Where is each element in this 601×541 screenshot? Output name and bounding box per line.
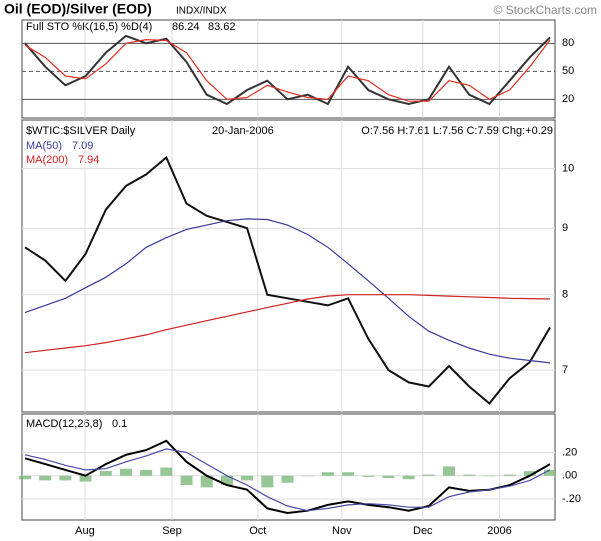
stoch-k-value: 86.24	[172, 21, 200, 33]
histogram-bar	[301, 475, 314, 477]
y-tick-label: 9	[562, 222, 568, 234]
legend-value: 7.94	[78, 154, 99, 166]
histogram-bar	[59, 475, 72, 481]
x-tick-label: Oct	[249, 525, 266, 537]
series-line	[24, 294, 551, 354]
histogram-bar	[79, 475, 92, 482]
series-line	[24, 38, 551, 102]
x-tick-label: Nov	[332, 525, 352, 537]
histogram-bar	[402, 475, 415, 480]
series-line	[24, 34, 551, 106]
panel-frame	[21, 19, 556, 119]
date: 20-Jan-2006	[212, 125, 274, 137]
panel-frame	[21, 413, 556, 521]
legend-entry: MA(200)	[26, 154, 68, 166]
y-tick-label: 50	[562, 65, 574, 77]
macd-value: 0.1	[112, 418, 127, 430]
histogram-bar	[281, 475, 294, 483]
histogram-bar	[140, 469, 153, 476]
stoch-d-value: 83.62	[208, 21, 236, 33]
x-tick-label: Sep	[162, 525, 182, 537]
histogram-bar	[523, 471, 536, 476]
series-line	[24, 439, 551, 515]
chart-title: Oil (EOD)/Silver (EOD)	[4, 1, 152, 17]
y-tick-label: 80	[562, 37, 574, 49]
histogram-bar	[19, 475, 31, 480]
histogram-bar	[463, 474, 476, 476]
x-tick-label: Dec	[413, 525, 433, 537]
y-tick-label: 10	[562, 163, 574, 175]
panel-title: $WTIC:$SILVER Daily	[26, 125, 136, 137]
panel-title: Full STO %K(16,5) %D(4)	[26, 21, 152, 33]
series-line	[24, 448, 551, 512]
histogram-bar	[99, 471, 112, 476]
histogram-bar	[422, 474, 435, 476]
panel-frame	[21, 119, 556, 413]
histogram-bar	[119, 468, 132, 476]
histogram-bar	[261, 475, 274, 488]
histogram-bar	[241, 475, 254, 481]
y-tick-label: .00	[562, 470, 577, 482]
exchange: INDX/INDX	[176, 6, 227, 17]
histogram-bar	[443, 466, 456, 476]
histogram-bar	[544, 469, 556, 476]
histogram-bar	[220, 475, 233, 486]
histogram-bar	[382, 475, 395, 479]
histogram-bar	[160, 467, 173, 476]
histogram-bar	[483, 475, 496, 477]
y-tick-label: 8	[562, 289, 568, 301]
series-line	[24, 155, 551, 405]
x-tick-label: 2006	[487, 525, 511, 537]
histogram-bar	[39, 475, 52, 481]
panel-title: MACD(12,26,8)	[26, 418, 102, 430]
x-tick-label: Aug	[75, 525, 95, 537]
y-tick-label: -.20	[562, 493, 581, 505]
quote: O:7.56 H:7.61 L:7.56 C:7.59 Chg:+0.29	[361, 125, 553, 137]
legend-entry: MA(50)	[26, 140, 62, 152]
histogram-bar	[321, 472, 334, 476]
histogram-bar	[180, 475, 193, 486]
y-tick-label: .20	[562, 446, 577, 458]
y-tick-label: 7	[562, 364, 568, 376]
histogram-bar	[200, 475, 213, 488]
histogram-bar	[342, 472, 355, 476]
histogram-bar	[362, 475, 375, 477]
series-line	[24, 218, 551, 364]
y-tick-label: 20	[562, 93, 574, 105]
histogram-bar	[503, 474, 516, 476]
legend-value: 7.09	[72, 140, 93, 152]
credit: © StockCharts.com	[493, 3, 597, 17]
